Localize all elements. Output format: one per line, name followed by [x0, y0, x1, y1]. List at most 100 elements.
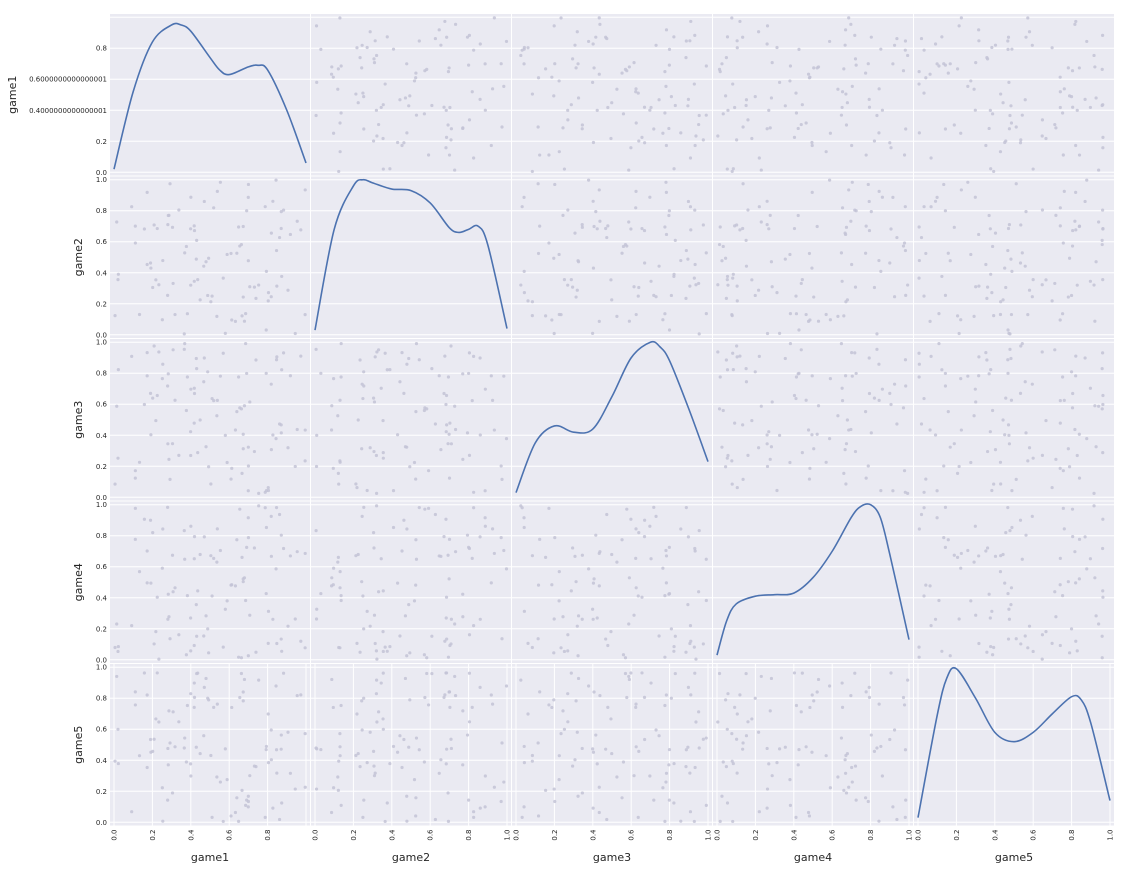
scatter-point: [1054, 213, 1058, 217]
scatter-point: [1074, 639, 1078, 643]
scatter-point: [374, 678, 379, 682]
scatter-point: [453, 427, 458, 432]
scatter-point: [942, 182, 946, 187]
scatter-point: [266, 299, 270, 303]
scatter-point: [303, 428, 307, 432]
scatter-point: [973, 524, 977, 528]
scatter-point: [229, 477, 233, 481]
scatter-point: [750, 717, 754, 721]
scatter-point: [1070, 69, 1075, 73]
scatter-point: [806, 428, 811, 432]
scatter-point: [449, 617, 453, 621]
scatter-point: [744, 103, 748, 108]
scatter-point: [269, 448, 273, 452]
scatter-point: [853, 351, 857, 355]
scatter-point: [1058, 466, 1062, 470]
scatter-point: [679, 819, 683, 823]
scatter-point: [815, 224, 819, 229]
scatter-point: [575, 288, 579, 292]
scatter-point: [379, 557, 383, 561]
scatter-point: [400, 351, 404, 355]
scatter-point: [209, 753, 213, 758]
scatter-point: [1074, 581, 1078, 585]
scatter-point: [872, 285, 877, 290]
scatter-point: [336, 414, 340, 418]
scatter-point: [895, 235, 899, 240]
scatter-point: [598, 693, 602, 698]
scatter-point: [275, 284, 279, 288]
scatter-point: [1100, 407, 1104, 411]
scatter-point: [731, 819, 735, 824]
scatter-point: [184, 653, 188, 657]
scatter-point: [314, 617, 319, 621]
scatter-point: [530, 300, 535, 304]
scatter-point: [877, 131, 881, 135]
scatter-point: [271, 806, 275, 810]
scatter-point: [917, 655, 921, 659]
scatter-point: [688, 771, 692, 775]
panel-background: [512, 664, 712, 826]
scatter-point: [550, 75, 554, 79]
scatter-point: [1100, 242, 1104, 247]
scatter-point: [922, 594, 926, 598]
scatter-point: [425, 407, 429, 411]
scatter-point: [629, 146, 633, 150]
scatter-point: [768, 126, 772, 130]
scatter-point: [937, 64, 941, 68]
scatter-point: [149, 266, 153, 270]
x-tick-label: 0.6: [1030, 829, 1038, 841]
panel-game5-vs-game3: [512, 664, 712, 826]
scatter-point: [891, 489, 895, 493]
scatter-point: [741, 35, 745, 39]
scatter-point: [606, 105, 610, 110]
scatter-point: [443, 354, 447, 358]
x-tick-label: 0.6: [427, 829, 435, 841]
scatter-point: [627, 168, 631, 172]
scatter-point: [504, 437, 509, 441]
scatter-point: [443, 693, 447, 697]
scatter-point: [133, 690, 137, 694]
scatter-point: [1003, 433, 1007, 437]
scatter-point: [236, 655, 241, 659]
scatter-point: [1067, 256, 1072, 260]
scatter-point: [724, 765, 728, 769]
panel-background: [713, 14, 913, 176]
scatter-point: [704, 251, 708, 255]
scatter-point: [969, 252, 973, 257]
scatter-point: [242, 404, 247, 408]
scatter-point: [663, 312, 667, 316]
scatter-point: [437, 771, 441, 775]
scatter-point: [467, 633, 472, 637]
scatter-point: [151, 749, 155, 754]
scatter-point: [649, 279, 653, 283]
scatter-point: [166, 505, 170, 509]
scatter-point: [133, 224, 137, 228]
scatter-point: [948, 445, 952, 449]
scatter-point: [610, 101, 614, 105]
scatter-point: [381, 727, 385, 731]
scatter-point: [664, 180, 668, 184]
scatter-point: [904, 798, 908, 802]
scatter-point: [1094, 614, 1098, 618]
scatter-point: [218, 548, 222, 553]
scatter-point: [398, 380, 402, 384]
scatter-point: [544, 67, 548, 71]
scatter-point: [606, 224, 610, 228]
scatter-point: [664, 693, 668, 697]
scatter-point: [609, 278, 613, 282]
scatter-point: [654, 43, 658, 47]
scatter-point: [880, 774, 884, 778]
scatter-point: [202, 535, 206, 539]
scatter-point: [586, 684, 591, 688]
panel-game4-vs-game3: [512, 501, 712, 663]
scatter-point: [331, 705, 335, 710]
scatter-point: [595, 762, 599, 766]
scatter-point: [376, 590, 381, 594]
y-tick-label: 0.8: [96, 45, 107, 53]
scatter-point: [329, 810, 334, 815]
scatter-point: [654, 728, 658, 732]
scatter-point: [115, 220, 119, 224]
scatter-point: [701, 138, 705, 142]
scatter-point: [733, 105, 737, 110]
scatter-point: [1073, 22, 1077, 26]
